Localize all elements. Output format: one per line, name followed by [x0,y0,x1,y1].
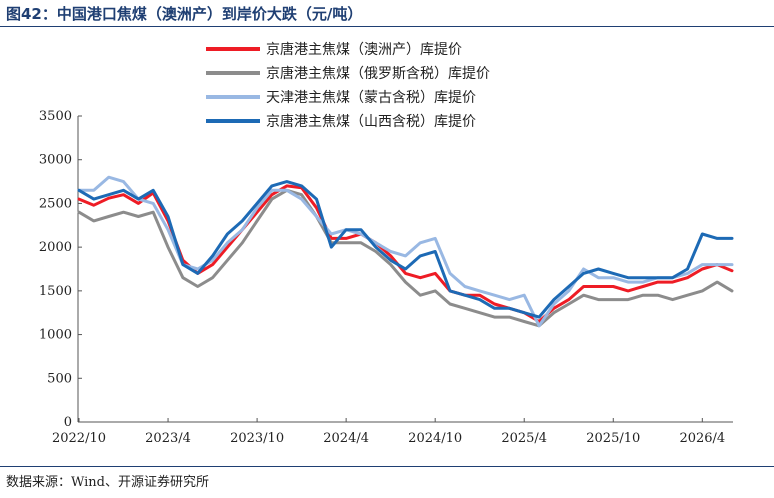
x-tick-label: 2023/4 [145,431,191,446]
figure-title: 图42：中国港口焦煤（澳洲产）到岸价大跌（元/吨） [6,5,363,23]
series-line-2 [77,188,734,328]
y-tick-label: 3000 [39,153,72,168]
y-tick-label: 0 [64,415,72,430]
series-line-3 [77,175,734,328]
legend-label-3: 天津港主焦煤（蒙古含税）库提价 [266,90,476,106]
x-tick-label: 2024/10 [408,431,462,446]
legend-label-2: 京唐港主焦煤（俄罗斯含税）库提价 [266,65,490,82]
y-tick-label: 2000 [39,240,72,255]
x-tick-label: 2023/10 [230,431,284,446]
source-rule [0,466,774,467]
line-chart: 0 500 1000 1500 2000 2500 3000 3500 2022/10 2023/… [39,41,734,446]
y-tick-label: 2500 [39,196,72,211]
series-line-4 [77,180,734,319]
x-tick-label: 2025/4 [501,431,547,446]
x-tick-label: 2022/10 [52,431,106,446]
x-tick-label: 2024/4 [323,431,369,446]
x-tick-label: 2026/4 [679,431,725,446]
y-tick-label: 1000 [39,328,72,343]
y-tick-label: 500 [47,371,72,386]
y-tick-label: 1500 [39,284,72,299]
title-rule [0,26,774,27]
chart-series [77,175,734,328]
source-note: 数据来源：Wind、开源证券研究所 [6,475,209,490]
chart-axes: 0 500 1000 1500 2000 2500 3000 3500 2022/10 2023/… [39,109,733,446]
legend-label-1: 京唐港主焦煤（澳洲产）库提价 [266,41,462,58]
y-tick-label: 3500 [39,109,72,124]
x-tick-label: 2025/10 [586,431,640,446]
chart-legend: 京唐港主焦煤（澳洲产）库提价京唐港主焦煤（俄罗斯含税）库提价天津港主焦煤（蒙古含… [206,41,490,130]
legend-label-4: 京唐港主焦煤（山西含税）库提价 [266,113,476,130]
